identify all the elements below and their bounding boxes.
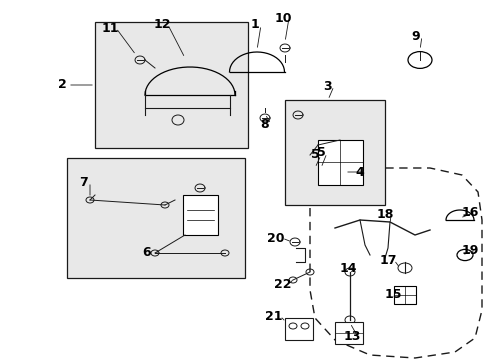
- Text: 7: 7: [80, 175, 88, 189]
- Text: 1: 1: [250, 18, 259, 31]
- Text: 10: 10: [274, 12, 291, 24]
- Text: 15: 15: [384, 288, 401, 302]
- Text: 14: 14: [339, 261, 356, 274]
- Text: 12: 12: [153, 18, 170, 31]
- Text: 3: 3: [323, 80, 332, 93]
- Text: 20: 20: [267, 231, 284, 244]
- Text: 8: 8: [260, 117, 269, 130]
- Bar: [67, 158, 244, 278]
- Text: 16: 16: [460, 206, 478, 219]
- Text: 17: 17: [379, 253, 396, 266]
- Text: 18: 18: [376, 208, 393, 221]
- Text: 5: 5: [316, 147, 325, 159]
- Text: 22: 22: [274, 279, 291, 292]
- Bar: [285, 318, 312, 340]
- Text: 5: 5: [310, 148, 319, 162]
- Bar: [334, 322, 362, 344]
- Text: 19: 19: [460, 243, 478, 256]
- Text: 9: 9: [411, 30, 420, 42]
- Bar: [95, 22, 247, 148]
- Text: 2: 2: [58, 78, 66, 91]
- Bar: [285, 100, 384, 205]
- Text: 13: 13: [343, 330, 360, 343]
- Text: 11: 11: [101, 22, 119, 35]
- Text: 21: 21: [264, 310, 282, 323]
- Bar: [182, 195, 217, 235]
- Text: 4: 4: [355, 166, 364, 179]
- Bar: [393, 286, 415, 304]
- Bar: [317, 139, 362, 184]
- Text: 6: 6: [142, 247, 151, 260]
